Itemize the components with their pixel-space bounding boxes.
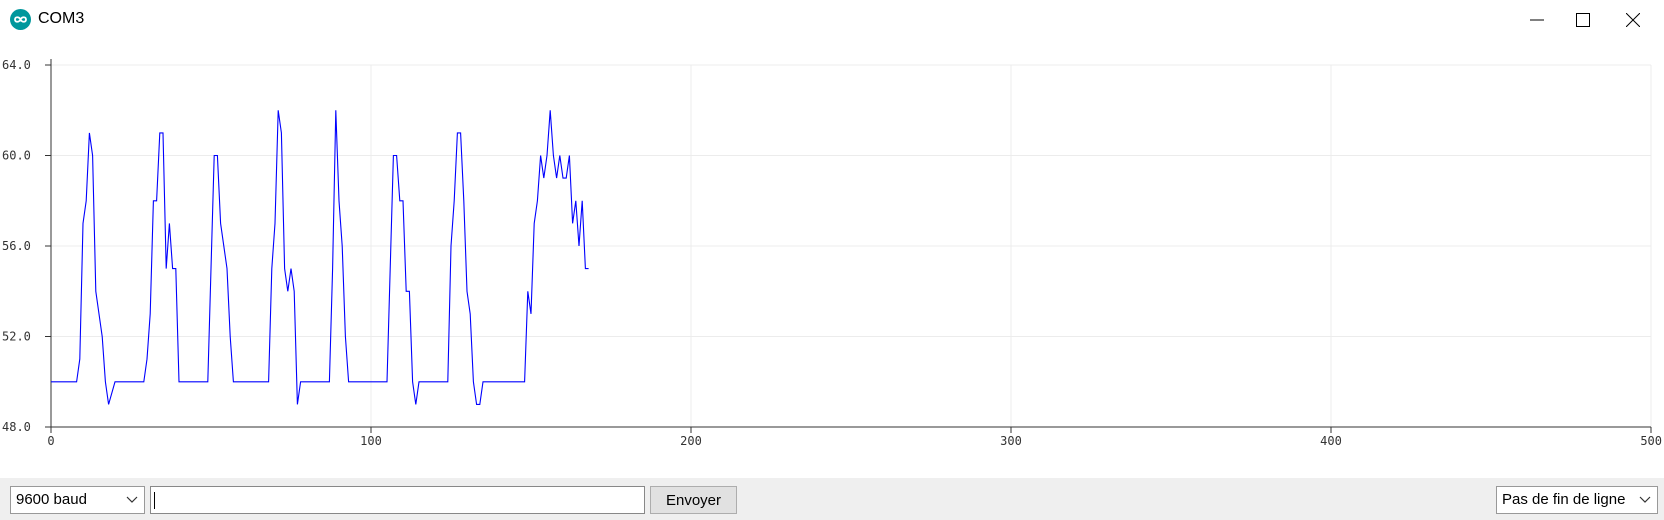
text-caret	[154, 492, 155, 509]
x-tick-label: 200	[680, 434, 702, 448]
tick-labels: 0 100 200 300 400 500 48.0 52.0 56.0 60.0 64.0	[2, 58, 1662, 448]
minimize-button[interactable]	[1514, 0, 1560, 40]
close-icon	[1626, 13, 1640, 27]
series	[51, 110, 589, 405]
serial-plotter-chart: 0 100 200 300 400 500 48.0 52.0 56.0 60.0 64.0	[2, 58, 1662, 448]
x-tick-label: 300	[1000, 434, 1022, 448]
x-tick-label: 100	[360, 434, 382, 448]
baud-rate-select[interactable]: 9600 baud	[10, 486, 145, 514]
close-button[interactable]	[1610, 0, 1656, 40]
line-ending-value: Pas de fin de ligne	[1502, 491, 1626, 508]
title-bar: COM3	[0, 0, 1664, 40]
y-tick-label: 56.0	[2, 239, 31, 253]
chevron-down-icon	[1639, 496, 1651, 503]
window-title: COM3	[38, 10, 85, 27]
line-ending-select[interactable]: Pas de fin de ligne	[1496, 486, 1658, 514]
bottom-bar: 9600 baud Envoyer Pas de fin de ligne	[0, 478, 1664, 520]
send-button[interactable]: Envoyer	[650, 486, 737, 514]
grid	[51, 64, 1652, 427]
maximize-button[interactable]	[1560, 0, 1606, 40]
baud-rate-value: 9600 baud	[16, 491, 87, 508]
y-tick-label: 52.0	[2, 330, 31, 344]
x-tick-label: 0	[47, 434, 54, 448]
arduino-icon	[10, 9, 31, 30]
serial-input-box[interactable]	[150, 486, 645, 514]
serial-input[interactable]	[151, 487, 644, 513]
x-tick-label: 400	[1320, 434, 1342, 448]
series-line-0	[51, 110, 589, 405]
maximize-icon	[1576, 13, 1590, 27]
minimize-icon	[1530, 19, 1544, 21]
x-tick-label: 500	[1640, 434, 1662, 448]
y-tick-label: 64.0	[2, 58, 31, 72]
chevron-down-icon	[126, 496, 138, 503]
y-tick-label: 48.0	[2, 420, 31, 434]
y-tick-label: 60.0	[2, 149, 31, 163]
axes	[45, 59, 1652, 433]
